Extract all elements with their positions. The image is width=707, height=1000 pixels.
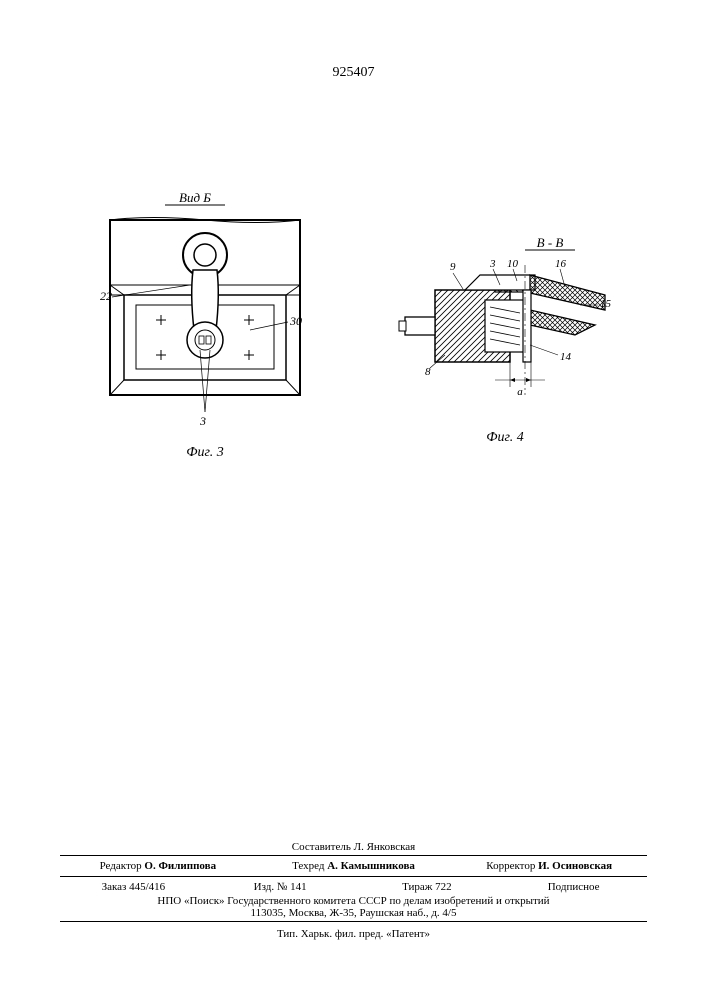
footer: Составитель Л. Янковская Редактор О. Фил… <box>60 841 647 940</box>
fig3-ref-22: 22 <box>100 289 112 303</box>
fig3-svg: Вид Б 22 30 3 <box>90 190 320 440</box>
fig4-title: В - В <box>537 235 564 250</box>
fig3-ref-3: 3 <box>199 414 206 428</box>
footer-tip: Тип. Харьк. фил. пред. «Патент» <box>60 928 647 940</box>
fig4-ref-10: 10 <box>507 258 519 270</box>
figure-3: Вид Б 22 30 3 <box>90 190 320 461</box>
footer-addr: 113035, Москва, Ж-35, Раушская наб., д. … <box>60 907 647 919</box>
footer-credits: Редактор О. Филиппова Техред А. Камышник… <box>60 858 647 874</box>
footer-compiler: Составитель Л. Янковская <box>60 841 647 853</box>
footer-corrector: Корректор И. Осиновская <box>451 860 647 872</box>
fig3-ref-30: 30 <box>289 314 302 328</box>
fig4-ref-3: 3 <box>489 258 496 270</box>
fig4-dim-a: a <box>517 386 523 398</box>
fig4-svg: В - В <box>395 235 615 425</box>
figure-4: В - В <box>395 235 615 446</box>
fig4-ref-16: 16 <box>555 258 567 270</box>
footer-techred: Техред А. Камышникова <box>256 860 452 872</box>
fig4-ref-14: 14 <box>560 351 572 363</box>
footer-editor: Редактор О. Филиппова <box>60 860 256 872</box>
fig4-ref-15: 15 <box>600 298 612 310</box>
page-number: 925407 <box>0 65 707 81</box>
footer-order: Заказ 445/416 <box>60 881 207 893</box>
footer-tirazh: Тираж 722 <box>354 881 501 893</box>
fig4-label: Фиг. 4 <box>395 430 615 446</box>
fig4-ref-9: 9 <box>450 261 456 273</box>
footer-izd: Изд. № 141 <box>207 881 354 893</box>
footer-print: Заказ 445/416 Изд. № 141 Тираж 722 Подпи… <box>60 879 647 895</box>
fig3-title: Вид Б <box>179 190 211 205</box>
footer-sub: Подписное <box>500 881 647 893</box>
fig3-label: Фиг. 3 <box>90 445 320 461</box>
footer-org: НПО «Поиск» Государственного комитета СС… <box>60 895 647 907</box>
